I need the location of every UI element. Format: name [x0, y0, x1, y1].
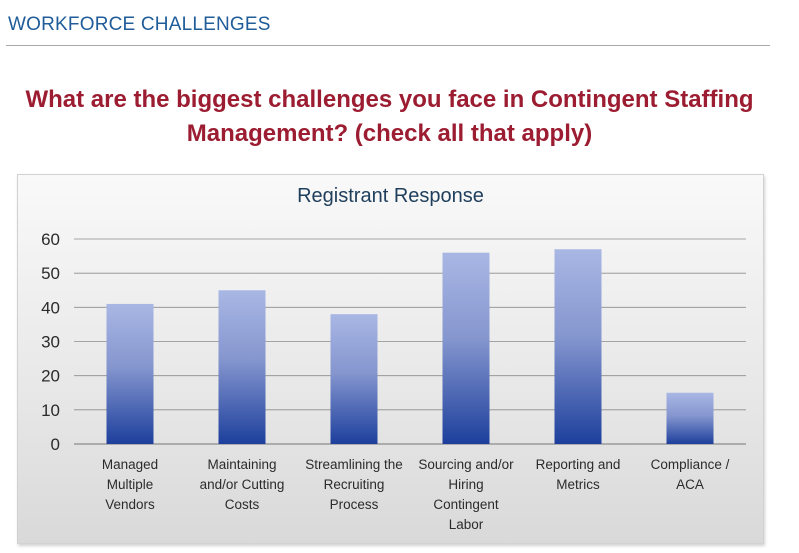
- question-heading: What are the biggest challenges you face…: [0, 83, 779, 151]
- y-tick-label: 20: [41, 367, 60, 386]
- bar-chart: 0 10 20 30 40 50 60 Managed Multiple Vendors Maint…: [41, 230, 746, 532]
- x-tick-label: Compliance / ACA: [651, 457, 730, 492]
- x-tick-label: Sourcing and/or Hiring Contingent Labor: [418, 457, 514, 532]
- bar: [106, 303, 154, 444]
- x-tick-label: Reporting and Metrics: [536, 457, 621, 492]
- y-tick-label: 10: [41, 401, 60, 420]
- x-tick-label: Streamlining the Recruiting Process: [305, 457, 403, 512]
- chart-title: Registrant Response: [297, 185, 484, 207]
- question-line-1: What are the biggest challenges you face…: [25, 86, 754, 113]
- question-line-2: Management? (check all that apply): [186, 120, 593, 147]
- bar: [442, 252, 490, 444]
- y-tick-label: 60: [41, 230, 60, 249]
- section-divider: [6, 45, 770, 46]
- x-tick-label: Managed Multiple Vendors: [102, 457, 158, 512]
- y-tick-label: 50: [41, 264, 60, 283]
- y-tick-label: 30: [41, 333, 60, 352]
- bar: [218, 290, 266, 444]
- bar: [330, 314, 378, 444]
- bar: [554, 249, 602, 444]
- bar: [666, 392, 714, 444]
- y-tick-label: 40: [41, 298, 60, 317]
- x-tick-label: Maintaining and/or Cutting Costs: [200, 457, 285, 512]
- y-tick-label: 0: [51, 435, 60, 454]
- chart-panel: Registrant Response 0 10 20 30 40 50 60 Managed…: [17, 174, 764, 544]
- section-title: WORKFORCE CHALLENGES: [8, 14, 271, 35]
